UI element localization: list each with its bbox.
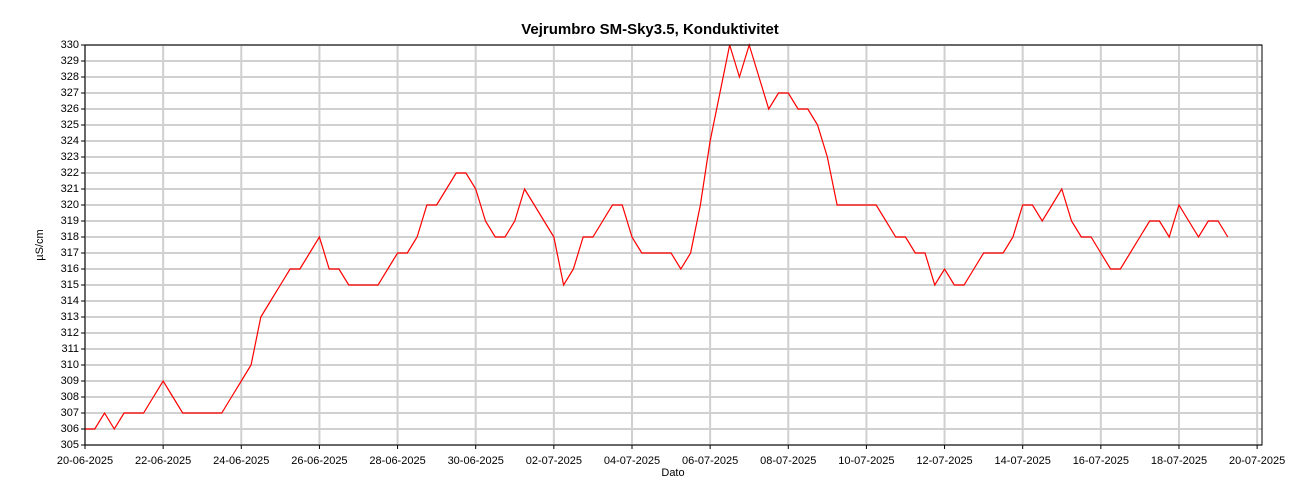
y-tick-label: 321 <box>61 183 79 195</box>
y-tick-label: 319 <box>61 215 79 227</box>
x-tick-label: 12-07-2025 <box>916 455 972 467</box>
grid <box>84 44 1262 446</box>
x-tick-label: 22-06-2025 <box>135 455 191 467</box>
y-tick-label: 318 <box>61 231 79 243</box>
plot <box>85 42 1229 431</box>
x-tick-label: 14-07-2025 <box>995 455 1051 467</box>
plot-frame <box>84 44 1263 446</box>
y-tick-label: 311 <box>61 343 79 355</box>
y-tick-label: 305 <box>61 439 79 451</box>
x-tick-label: 18-07-2025 <box>1151 455 1207 467</box>
x-tick-label: 08-07-2025 <box>760 455 816 467</box>
y-tick-label: 314 <box>61 295 79 307</box>
y-tick-label: 309 <box>61 375 79 387</box>
y-axis-label: µS/cm <box>34 229 46 260</box>
x-tick-label: 06-07-2025 <box>682 455 738 467</box>
x-tick-label: 20-06-2025 <box>57 455 113 467</box>
x-tick-label: 10-07-2025 <box>838 455 894 467</box>
data-line <box>85 42 1229 431</box>
x-tick-label: 24-06-2025 <box>213 455 269 467</box>
y-tick-label: 327 <box>61 87 79 99</box>
y-tick-label: 315 <box>61 279 79 291</box>
y-tick-label: 310 <box>61 359 79 371</box>
chart-title: Vejrumbro SM-Sky3.5, Konduktivitet <box>521 21 779 38</box>
y-tick-label: 328 <box>61 71 79 83</box>
x-tick-label: 02-07-2025 <box>526 455 582 467</box>
x-tick-label: 28-06-2025 <box>369 455 425 467</box>
y-tick-label: 313 <box>61 311 79 323</box>
y-tick-label: 326 <box>61 103 79 115</box>
y-tick-label: 325 <box>61 119 79 131</box>
y-tick-label: 306 <box>61 423 79 435</box>
y-tick-label: 320 <box>61 199 79 211</box>
y-tick-label: 324 <box>61 135 79 147</box>
y-tick-label: 312 <box>61 327 79 339</box>
x-tick-label: 30-06-2025 <box>448 455 504 467</box>
y-tick-label: 308 <box>61 391 79 403</box>
y-tick-label: 323 <box>61 151 79 163</box>
y-tick-label: 322 <box>61 167 79 179</box>
y-tick-label: 329 <box>61 55 79 67</box>
y-tick-label: 316 <box>61 263 79 275</box>
x-axis-label: Dato <box>661 467 684 479</box>
y-tick-label: 317 <box>61 247 79 259</box>
x-tick-label: 04-07-2025 <box>604 455 660 467</box>
x-tick-label: 26-06-2025 <box>291 455 347 467</box>
x-tick-label: 20-07-2025 <box>1229 455 1285 467</box>
y-tick-label: 307 <box>61 407 79 419</box>
x-tick-label: 16-07-2025 <box>1073 455 1129 467</box>
y-tick-label: 330 <box>61 39 79 51</box>
